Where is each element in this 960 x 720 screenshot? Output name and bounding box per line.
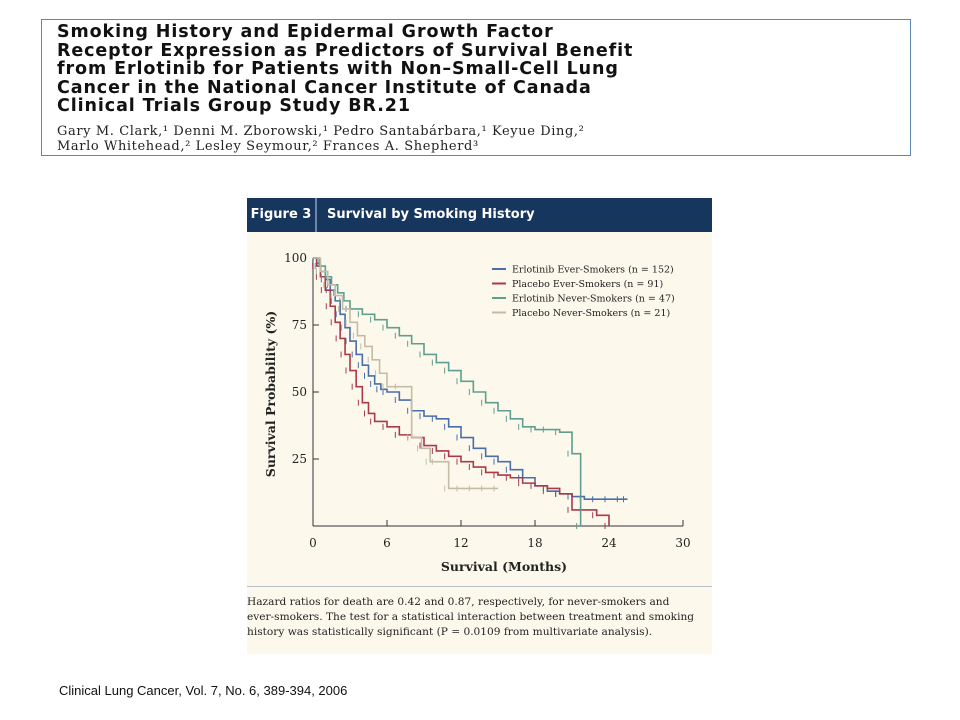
citation: Clinical Lung Cancer, Vol. 7, No. 6, 389… [59, 683, 347, 698]
legend-label-0: Erlotinib Ever-Smokers (n = 152) [512, 265, 674, 276]
y-tick-label: 25 [292, 452, 307, 466]
x-tick-label: 24 [601, 536, 617, 550]
y-tick-label: 75 [292, 318, 307, 332]
paper-authors: Gary M. Clark,¹ Denni M. Zborowski,¹ Ped… [57, 125, 902, 154]
legend-label-2: Erlotinib Never-Smokers (n = 47) [512, 294, 675, 305]
x-tick-label: 6 [383, 536, 391, 550]
caption-divider [247, 586, 712, 587]
x-tick-label: 18 [527, 536, 542, 550]
figure-title: Survival by Smoking History [327, 198, 535, 232]
survival-chart: 25 50 75 100 0 6 12 18 24 30 Survival (Months) Surv… [247, 232, 712, 586]
figure-panel: Figure 3 Survival by Smoking History 25 5… [247, 198, 712, 654]
figure-header: Figure 3 Survival by Smoking History [247, 198, 712, 232]
y-axis-title: Survival Probability (%) [263, 311, 278, 477]
figure-label: Figure 3 [247, 198, 317, 232]
x-tick-label: 30 [675, 536, 690, 550]
paper-title-box: Smoking History and Epidermal Growth Fac… [41, 19, 911, 156]
legend-label-1: Placebo Ever-Smokers (n = 91) [512, 279, 663, 290]
figure-caption: Hazard ratios for death are 0.42 and 0.8… [247, 595, 709, 640]
x-tick-label: 0 [309, 536, 317, 550]
legend-label-3: Placebo Never-Smokers (n = 21) [512, 308, 670, 319]
paper-title: Smoking History and Epidermal Growth Fac… [57, 23, 902, 116]
y-tick-label: 50 [292, 385, 307, 399]
x-tick-label: 12 [453, 536, 468, 550]
y-tick-label: 100 [284, 251, 307, 265]
x-axis-title: Survival (Months) [441, 559, 567, 574]
